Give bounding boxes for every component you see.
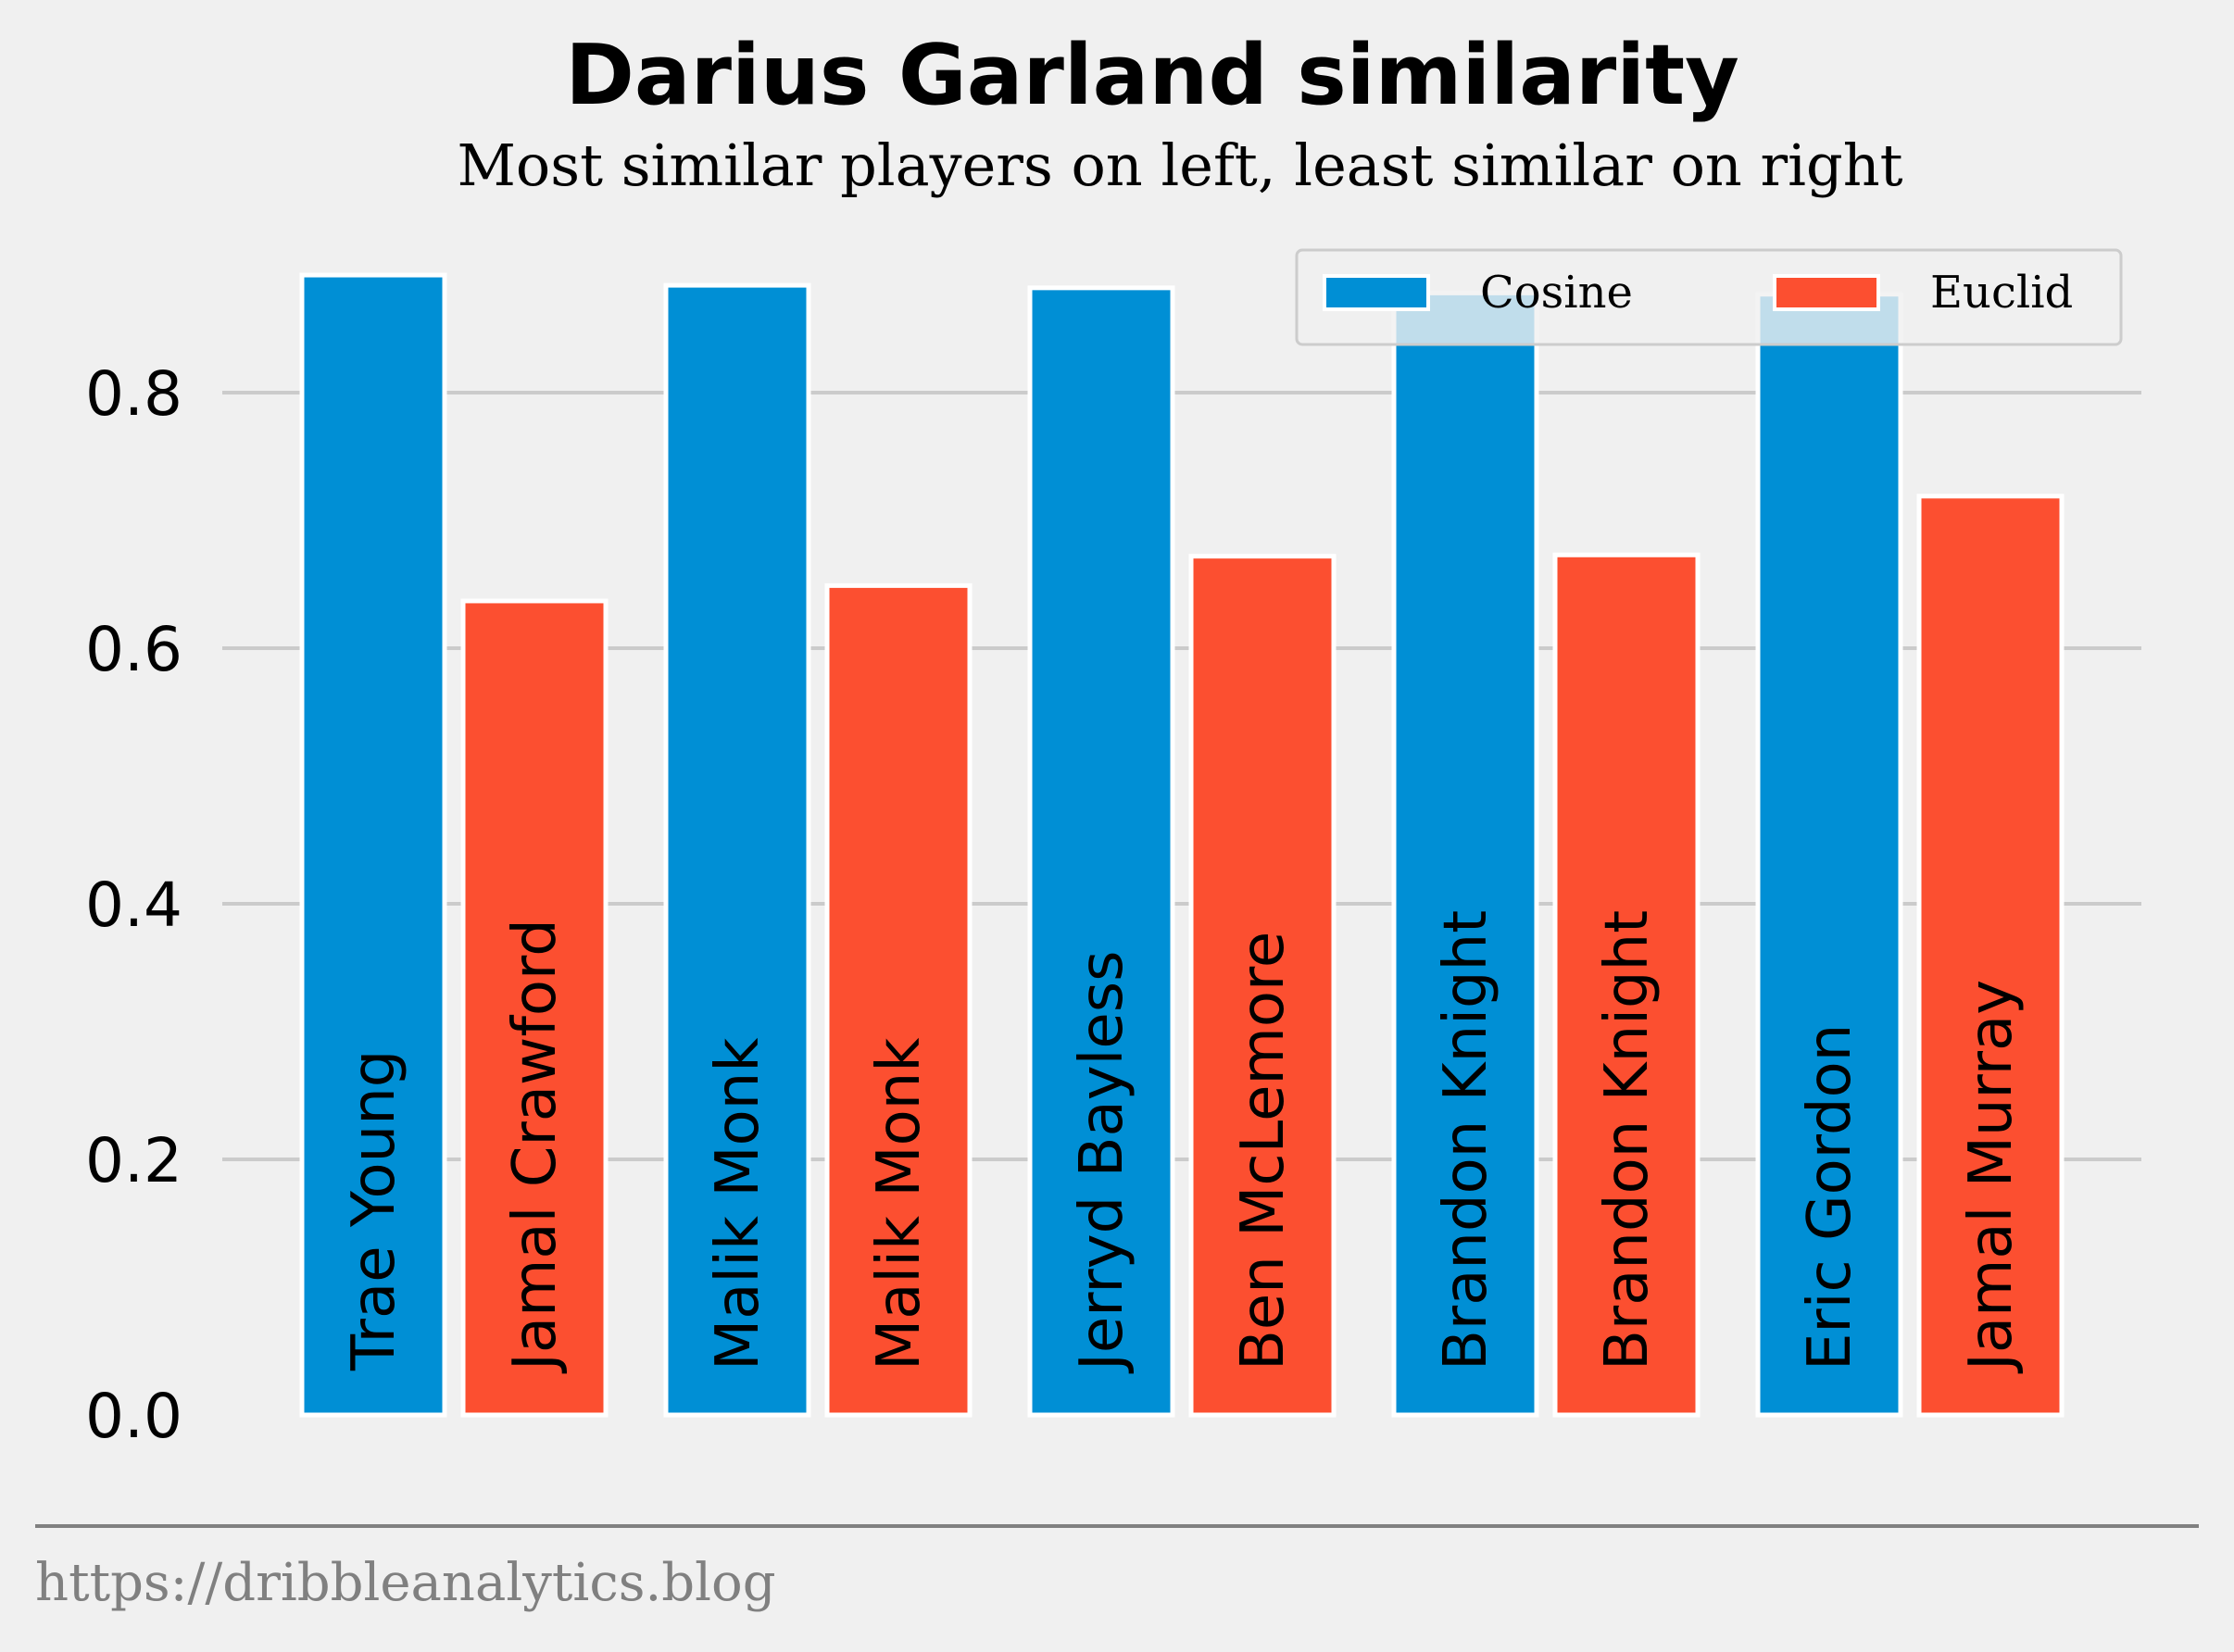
bar [1188,554,1337,1418]
bar-label: Jerryd Bayless [1068,951,1136,1374]
legend-swatch [1323,274,1430,311]
bar [1027,285,1175,1418]
y-tick-label: 0.4 [85,870,182,941]
y-tick-label: 0.6 [85,614,182,685]
bar-label: Malik Monk [704,1038,772,1370]
bar [460,598,609,1418]
legend-label: Cosine [1480,267,1633,319]
bar-label: Jamal Murray [1957,980,2026,1374]
bar [1755,292,1903,1418]
bar-label: Brandon Knight [1593,910,1662,1370]
bar-label: Trae Young [340,1050,408,1371]
chart-title: Darius Garland similarity [565,27,1739,124]
y-axis-ticks: 0.0 0.2 0.4 0.6 0.8 [85,358,182,1452]
bar [824,582,973,1418]
bar-label: Ben McLemore [1229,932,1298,1370]
bar [1916,494,2065,1418]
bar [1391,290,1539,1418]
legend-swatch [1773,274,1880,311]
chart-subtitle: Most similar players on left, least simi… [457,131,1902,199]
legend-box [1295,248,2123,346]
legend: Cosine Euclid [1295,248,2123,346]
y-tick-label: 0.2 [85,1125,182,1196]
legend-label: Euclid [1930,267,2073,319]
bars: Trae Young Malik Monk Jerryd Bayless Brando… [299,272,2065,1418]
bar-label: Jamal Crawford [501,919,570,1374]
bar [663,282,811,1418]
bar [299,272,447,1418]
bar-label: Brandon Knight [1432,910,1500,1370]
y-tick-label: 0.0 [85,1381,182,1452]
footer-source: https://dribbleanalytics.blog [35,1553,776,1613]
bar [1552,552,1701,1418]
bar-label: Eric Gordon [1796,1024,1864,1370]
bar-label: Malik Monk [865,1038,934,1370]
y-tick-label: 0.8 [85,358,182,430]
